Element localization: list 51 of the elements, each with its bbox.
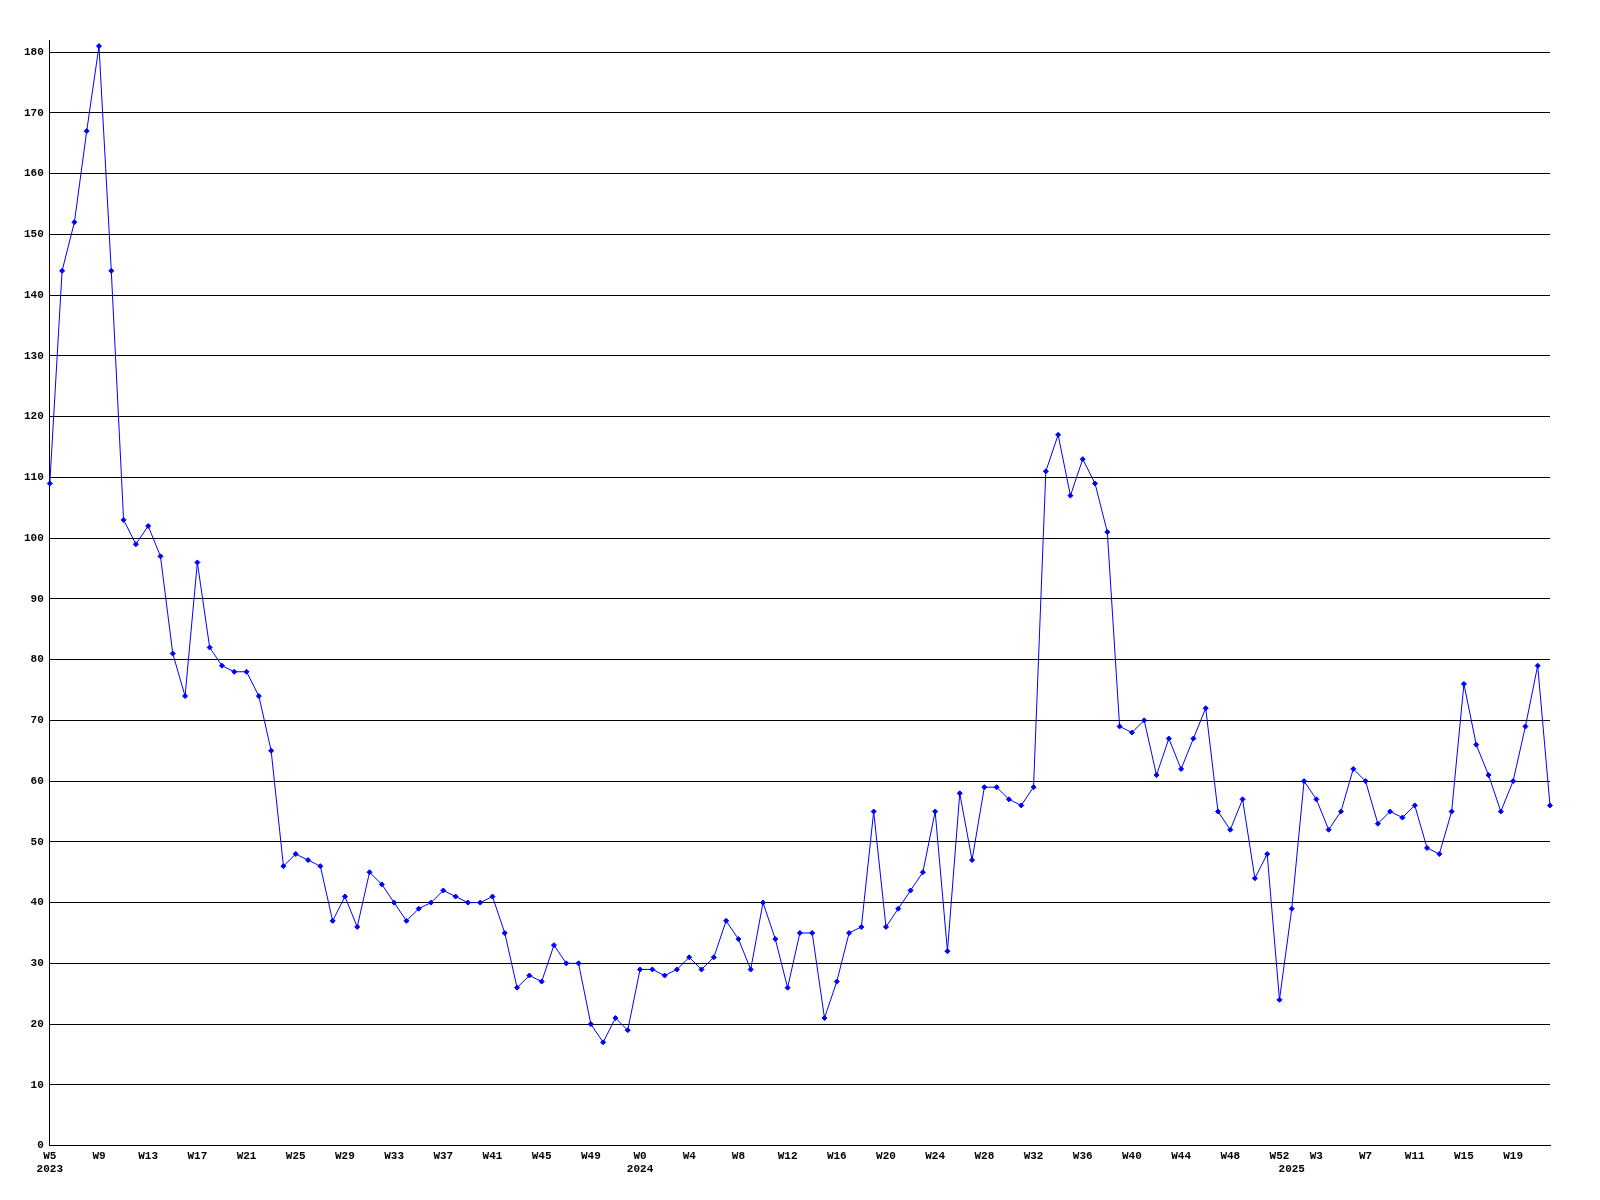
y-tick-label: 130 — [23, 349, 44, 362]
y-tick-label: 80 — [30, 653, 44, 666]
y-tick-label: 10 — [30, 1078, 44, 1091]
x-tick-label: W5 2023 — [36, 1149, 64, 1176]
x-tick-label: W28 — [974, 1149, 995, 1162]
y-tick-label: 180 — [23, 45, 44, 58]
y-tick-label: 100 — [23, 531, 44, 544]
x-tick-label: W36 — [1072, 1149, 1093, 1162]
x-tick-label: W37 — [433, 1149, 454, 1162]
x-tick-label: 2025 — [1278, 1163, 1306, 1176]
x-tick-label: W40 — [1122, 1149, 1142, 1162]
y-tick-label: 170 — [23, 106, 44, 119]
y-tick-label: 30 — [30, 957, 44, 970]
x-tick-label: W48 — [1220, 1149, 1241, 1162]
x-tick-label: W19 — [1503, 1149, 1524, 1162]
y-tick-label: 70 — [30, 714, 44, 727]
x-tick-label: W41 — [482, 1149, 503, 1162]
x-tick-label: W15 — [1454, 1149, 1475, 1162]
y-tick-label: 90 — [30, 592, 44, 605]
x-tick-label: W4 — [682, 1149, 697, 1162]
x-tick-label: W12 — [777, 1149, 798, 1162]
x-tick-label: W9 — [92, 1149, 106, 1162]
x-tick-label: W20 — [876, 1149, 896, 1162]
x-tick-label: W44 — [1171, 1149, 1192, 1162]
x-tick-label: W7 — [1358, 1149, 1373, 1162]
x-tick-label: W25 — [285, 1149, 307, 1162]
y-tick-label: 40 — [30, 896, 44, 909]
x-tick-label: W32 — [1023, 1149, 1044, 1162]
y-tick-label: 60 — [30, 774, 44, 787]
x-tick-label: W3 — [1309, 1149, 1324, 1162]
x-tick-label: W29 — [335, 1149, 355, 1162]
x-tick-label: W8 — [731, 1149, 746, 1162]
y-tick-label: 160 — [23, 167, 44, 180]
x-tick-label: W0 2024 — [626, 1149, 654, 1176]
x-tick-label: W49 — [580, 1149, 601, 1162]
y-tick-label: 110 — [23, 471, 44, 484]
y-tick-label: 150 — [23, 228, 44, 241]
x-tick-label: W45 — [531, 1149, 552, 1162]
y-tick-label: 140 — [23, 288, 44, 301]
x-tick-label: W11 — [1404, 1149, 1426, 1162]
y-tick-label: 0 — [37, 1139, 44, 1152]
x-tick-label: W24 — [925, 1149, 946, 1162]
x-tick-label: W16 — [826, 1149, 847, 1162]
y-tick-label: 50 — [30, 835, 44, 848]
x-tick-label: W52 — [1269, 1149, 1290, 1162]
y-tick-label: 120 — [23, 410, 44, 423]
x-tick-label: W17 — [187, 1149, 208, 1162]
y-tick-label: 20 — [30, 1017, 44, 1030]
x-tick-label: W21 — [236, 1149, 257, 1162]
x-tick-label: W13 — [138, 1149, 159, 1162]
x-tick-label: W33 — [384, 1149, 405, 1162]
